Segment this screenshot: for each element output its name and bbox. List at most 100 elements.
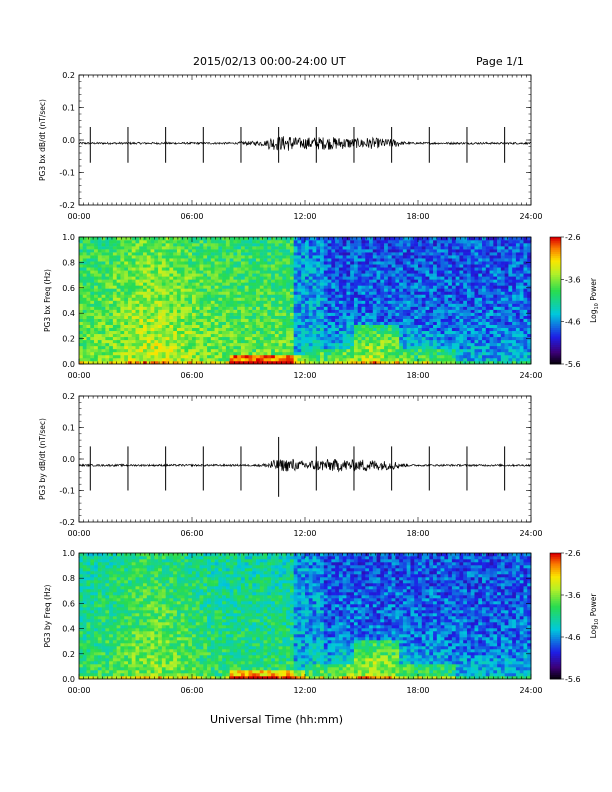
heatmap-cell (455, 300, 460, 304)
heatmap-cell (470, 291, 475, 295)
heatmap-cell (323, 252, 328, 256)
heatmap-cell (350, 267, 355, 271)
heatmap-cell (387, 279, 392, 283)
heatmap-cell (188, 348, 193, 353)
heatmap-cell (489, 309, 494, 313)
heatmap-cell (489, 339, 494, 344)
heatmap-cell (466, 279, 472, 283)
heatmap-cell (274, 306, 279, 310)
heatmap-cell (455, 339, 460, 344)
heatmap-cell (101, 318, 106, 322)
heatmap-cell (323, 360, 328, 365)
heatmap-cell (466, 276, 472, 280)
heatmap-cell (478, 291, 483, 295)
heatmap-cell (195, 267, 200, 271)
heatmap-cell (455, 243, 460, 247)
heatmap-cell (286, 345, 291, 350)
heatmap-cell (376, 276, 381, 280)
series-trace (78, 136, 532, 151)
heatmap-cell (444, 306, 449, 310)
heatmap-cell (353, 291, 359, 295)
heatmap-cell (176, 267, 181, 271)
heatmap-cell (402, 291, 407, 295)
heatmap-cell (482, 267, 487, 271)
heatmap-cell (271, 342, 276, 347)
heatmap-cell (323, 345, 328, 350)
heatmap-cell (240, 360, 246, 365)
heatmap-cell (478, 249, 483, 253)
heatmap-cell (308, 324, 313, 329)
heatmap-cell (320, 267, 325, 271)
heatmap-cell (459, 330, 464, 335)
heatmap-cell (489, 327, 494, 332)
heatmap-cell (282, 291, 287, 295)
heatmap-cell (105, 309, 110, 313)
heatmap-cell (173, 288, 178, 292)
heatmap-cell (94, 288, 99, 292)
heatmap-cell (320, 342, 325, 347)
heatmap-cell (320, 276, 325, 280)
heatmap-cell (440, 315, 445, 319)
heatmap-cell (470, 348, 475, 353)
heatmap-cell (493, 261, 498, 265)
heatmap-cell (150, 282, 155, 286)
heatmap-cell (353, 336, 359, 341)
heatmap-cell (372, 297, 377, 301)
heatmap-cell (109, 336, 114, 341)
heatmap-cell (459, 270, 464, 274)
heatmap-cell (267, 351, 272, 356)
heatmap-cell (282, 345, 287, 350)
heatmap-cell (478, 243, 483, 247)
heatmap-cell (184, 267, 189, 271)
heatmap-cell (293, 303, 298, 307)
heatmap-cell (248, 360, 253, 365)
heatmap-cell (199, 258, 204, 262)
heatmap-cell (150, 342, 155, 347)
heatmap-cell (380, 291, 385, 295)
heatmap-cell (391, 243, 396, 247)
heatmap-cell (466, 273, 472, 277)
heatmap-cell (165, 240, 170, 244)
heatmap-cell (361, 252, 366, 256)
heatmap-cell (214, 288, 219, 292)
heatmap-cell (169, 291, 174, 295)
heatmap-cell (274, 243, 279, 247)
heatmap-cell (97, 246, 102, 250)
heatmap-cell (384, 315, 389, 319)
heatmap-cell (346, 327, 351, 332)
heatmap-cell (436, 330, 441, 335)
heatmap-cell (327, 330, 332, 335)
heatmap-cell (425, 327, 430, 332)
plot-frame (78, 74, 532, 206)
heatmap-cell (165, 339, 170, 344)
heatmap-cell (158, 357, 163, 362)
heatmap-cell (451, 243, 456, 247)
heatmap-cell (289, 336, 294, 341)
heatmap-cell (176, 303, 181, 307)
heatmap-cell (372, 285, 377, 289)
heatmap-cell (259, 339, 264, 344)
heatmap-cell (86, 273, 91, 277)
heatmap-cell (497, 249, 502, 253)
heatmap-cell (308, 312, 313, 316)
heatmap-cell (116, 336, 121, 341)
heatmap-cell (301, 243, 306, 247)
heatmap-cell (414, 273, 419, 277)
heatmap-cell (372, 270, 377, 274)
heatmap-cell (414, 345, 419, 350)
heatmap-cell (470, 312, 475, 316)
heatmap-cell (161, 270, 166, 274)
heatmap-cell (459, 300, 464, 304)
heatmap-cell (391, 300, 396, 304)
heatmap-cell (154, 351, 159, 356)
heatmap-cell (418, 270, 423, 274)
heatmap-cell (286, 243, 291, 247)
heatmap-cell (444, 264, 449, 268)
heatmap-cell (459, 324, 464, 329)
heatmap-cell (120, 279, 125, 283)
heatmap-cell (233, 261, 238, 265)
heatmap-cell (124, 309, 129, 313)
heatmap-cell (112, 297, 117, 301)
heatmap-cell (97, 291, 102, 295)
heatmap-cell (274, 333, 279, 338)
